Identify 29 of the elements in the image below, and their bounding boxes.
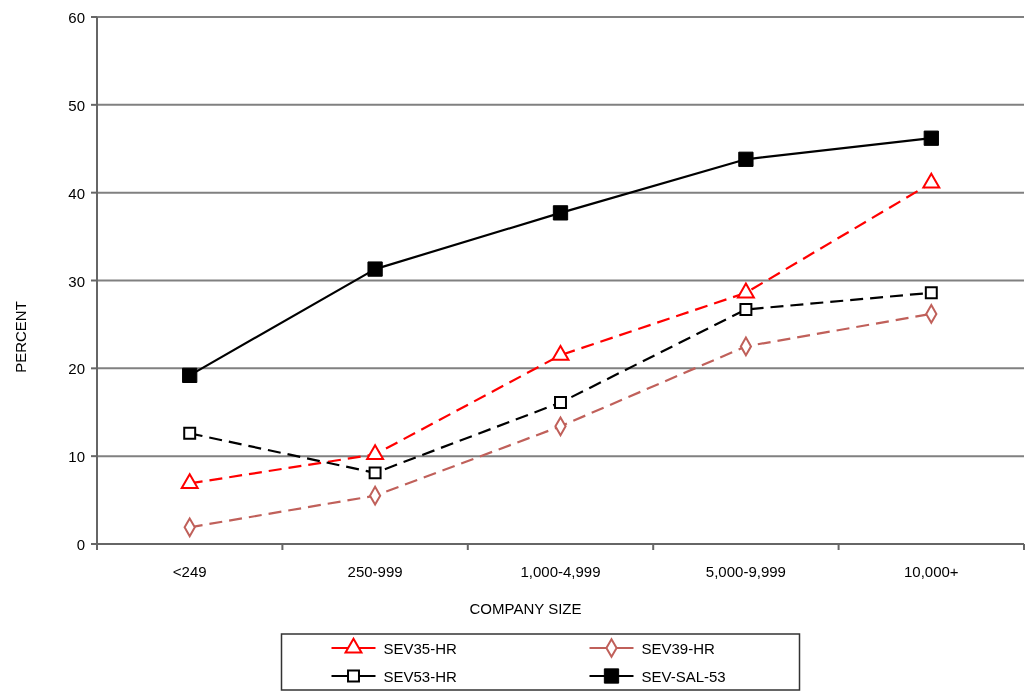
y-tick-label: 60	[68, 8, 85, 26]
x-axis-title: COMPANY SIZE	[469, 599, 582, 617]
legend-label: SEV-SAL-53	[641, 667, 726, 685]
x-tick-label: <249	[172, 562, 207, 580]
point	[739, 303, 753, 316]
x-tick-label: 1,000-4,999	[520, 562, 601, 580]
point	[367, 261, 383, 277]
legend-label: SEV35-HR	[383, 639, 458, 657]
y-tick-label: 20	[68, 359, 85, 377]
point	[182, 367, 198, 383]
x-tick-label: 5,000-9,999	[705, 562, 786, 580]
y-tick-label: 50	[68, 96, 85, 114]
y-tick-label: 40	[68, 184, 85, 202]
point	[923, 130, 939, 146]
y-tick-label: 10	[68, 447, 85, 465]
point	[368, 466, 382, 480]
point	[552, 205, 569, 221]
point	[183, 426, 197, 440]
legend-label: SEV39-HR	[641, 639, 716, 657]
y-axis-title: PERCENT	[11, 301, 29, 373]
point	[738, 151, 754, 167]
x-tick-label: 10,000+	[903, 562, 959, 580]
point	[366, 444, 385, 461]
point	[924, 286, 938, 300]
point	[554, 396, 567, 410]
y-tick-label: 0	[76, 535, 85, 553]
y-tick-label: 30	[68, 272, 85, 289]
x-tick-label: 250-999	[347, 562, 403, 580]
legend-label: SEV53-HR	[383, 667, 458, 685]
